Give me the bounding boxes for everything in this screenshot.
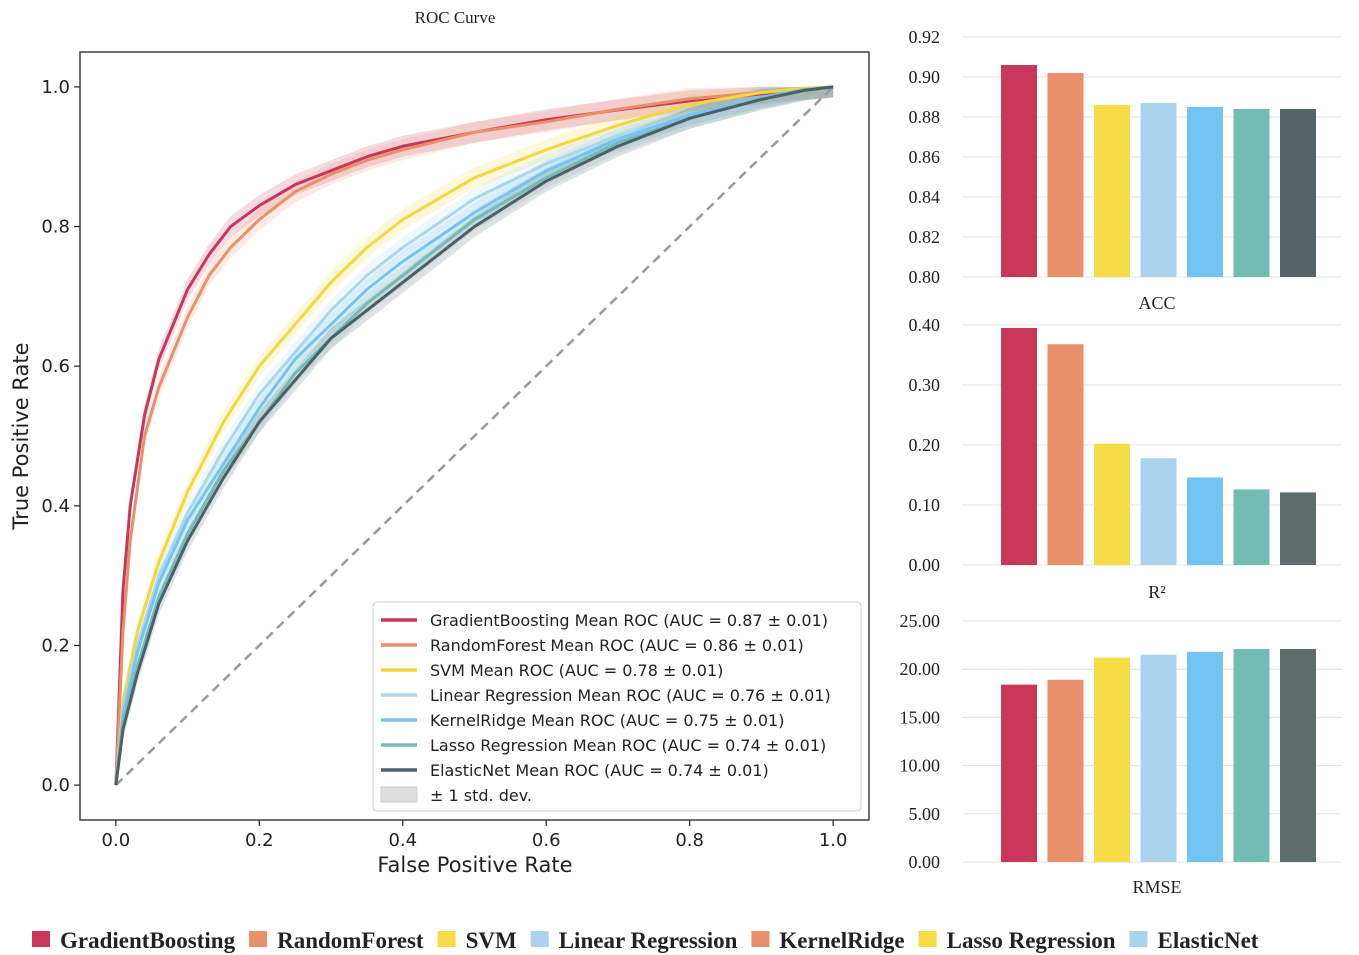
legend-label: Lasso Regression Mean ROC (AUC = 0.74 ± … xyxy=(430,736,826,755)
legend-label: SVM xyxy=(466,928,517,953)
roc-legend: GradientBoosting Mean ROC (AUC = 0.87 ± … xyxy=(372,601,862,812)
legend-swatch xyxy=(249,931,268,947)
legend-label: Linear Regression Mean ROC (AUC = 0.76 ±… xyxy=(430,686,831,705)
y-tick-label: 0.90 xyxy=(909,67,941,87)
y-tick-label: 0.8 xyxy=(41,217,70,238)
bar xyxy=(1001,65,1037,277)
bar-chart: 0.00 5.00 10.00 15.00 20.00 25.00 RMSE xyxy=(900,611,1342,897)
bar xyxy=(1280,492,1316,565)
x-axis-label: R² xyxy=(1148,582,1165,602)
bar xyxy=(1233,648,1270,862)
bar xyxy=(1140,654,1177,862)
y-tick-label: 0.2 xyxy=(41,635,70,656)
y-tick-label: 20.00 xyxy=(900,659,941,679)
y-tick-label: 5.00 xyxy=(909,804,941,824)
legend-swatch xyxy=(32,931,50,947)
roc-series-line xyxy=(114,85,834,786)
legend-swatch xyxy=(751,931,770,947)
x-tick-label: 0.2 xyxy=(245,830,274,851)
legend-label: KernelRidge xyxy=(779,928,904,953)
bar xyxy=(1001,684,1037,862)
y-tick-label: 0.30 xyxy=(909,375,941,395)
bar xyxy=(1094,443,1130,565)
legend-label: GradientBoosting xyxy=(60,928,236,953)
x-axis-label: ACC xyxy=(1138,293,1175,313)
roc-series-line xyxy=(114,85,834,786)
y-tick-label: 0.84 xyxy=(909,187,941,207)
bar xyxy=(1094,105,1130,277)
y-tick-label: 0.86 xyxy=(909,147,941,167)
bar xyxy=(1140,103,1177,277)
legend-label: KernelRidge Mean ROC (AUC = 0.75 ± 0.01) xyxy=(430,711,784,730)
legend-label: Lasso Regression xyxy=(947,928,1116,953)
bar xyxy=(1280,109,1316,277)
x-tick-label: 0.6 xyxy=(532,830,561,851)
legend-swatch xyxy=(918,931,937,947)
legend-swatch xyxy=(437,931,456,947)
bar xyxy=(1187,107,1223,277)
y-tick-label: 25.00 xyxy=(900,611,941,631)
legend-label: RandomForest Mean ROC (AUC = 0.86 ± 0.01… xyxy=(430,636,804,655)
y-tick-label: 0.6 xyxy=(41,356,70,377)
roc-series-line xyxy=(114,85,834,786)
roc-series-lines xyxy=(114,85,834,786)
y-tick-label: 0.0 xyxy=(41,775,70,796)
roc-chart: ROC Curve 0.0 0.2 0.4 0.6 0.8 1.0 0.00.20.40.… xyxy=(9,8,870,877)
bar xyxy=(1233,489,1270,565)
bar xyxy=(1047,344,1084,565)
model-legend: GradientBoosting RandomForest SVM Linear Re… xyxy=(32,928,1259,953)
x-tick-label: 1.0 xyxy=(819,830,848,851)
legend-label: GradientBoosting Mean ROC (AUC = 0.87 ± … xyxy=(430,611,828,630)
bar xyxy=(1280,648,1316,862)
legend-label: ElasticNet Mean ROC (AUC = 0.74 ± 0.01) xyxy=(430,761,769,780)
y-tick-label: 0.20 xyxy=(909,435,941,455)
x-tick-label: 0.0 xyxy=(102,830,131,851)
legend-label: RandomForest xyxy=(277,928,424,953)
x-tick-label: 0.8 xyxy=(675,830,704,851)
y-tick-label: 0.40 xyxy=(909,315,941,335)
y-tick-label: 0.80 xyxy=(909,267,941,287)
legend-label: ± 1 std. dev. xyxy=(430,786,532,805)
metric-bar-charts: 0.800.820.840.860.880.900.92ACC0.000.100… xyxy=(900,27,1342,897)
bar-chart: 0.00 0.10 0.20 0.30 0.40 R² xyxy=(909,315,1342,602)
legend-swatch xyxy=(530,931,549,947)
legend-label: Linear Regression xyxy=(559,928,738,953)
bar xyxy=(1187,477,1223,565)
roc-chart-title: ROC Curve xyxy=(415,8,496,27)
bar xyxy=(1187,651,1223,862)
roc-x-axis: 0.0 0.2 0.4 0.6 0.8 1.0 xyxy=(102,820,848,851)
bar xyxy=(1094,657,1130,862)
bar xyxy=(1140,458,1177,565)
bar xyxy=(1047,73,1084,277)
roc-x-axis-label: False Positive Rate xyxy=(377,853,572,877)
legend-swatch xyxy=(380,786,418,803)
x-axis-label: RMSE xyxy=(1132,877,1181,897)
bar xyxy=(1233,109,1270,277)
roc-chance-line xyxy=(114,86,835,786)
y-tick-label: 0.00 xyxy=(909,555,941,575)
y-tick-label: 0.88 xyxy=(909,107,941,127)
roc-plot-frame xyxy=(79,51,870,821)
roc-y-axis-label: True Positive Rate xyxy=(9,342,33,530)
bar xyxy=(1047,679,1084,862)
legend-swatch xyxy=(1129,931,1148,947)
bar-chart: 0.80 0.82 0.84 0.86 0.88 0.90 0.92 ACC xyxy=(909,27,1342,313)
roc-legend-box xyxy=(372,601,862,812)
x-tick-label: 0.4 xyxy=(388,830,417,851)
y-tick-label: 0.92 xyxy=(909,27,941,47)
bar xyxy=(1001,328,1037,565)
y-tick-label: 0.10 xyxy=(909,495,941,515)
legend-label: SVM Mean ROC (AUC = 0.78 ± 0.01) xyxy=(430,661,723,680)
y-tick-label: 0.00 xyxy=(909,852,941,872)
roc-series-line xyxy=(114,85,834,786)
y-tick-label: 10.00 xyxy=(900,756,941,776)
y-tick-label: 15.00 xyxy=(900,707,941,727)
roc-y-axis: 0.0 0.2 0.4 0.6 0.8 1.0 xyxy=(41,77,80,796)
roc-series-line xyxy=(114,85,834,786)
legend-label: ElasticNet xyxy=(1158,928,1259,953)
y-tick-label: 0.82 xyxy=(909,227,941,247)
y-tick-label: 0.4 xyxy=(41,496,70,517)
y-tick-label: 1.0 xyxy=(41,77,70,98)
